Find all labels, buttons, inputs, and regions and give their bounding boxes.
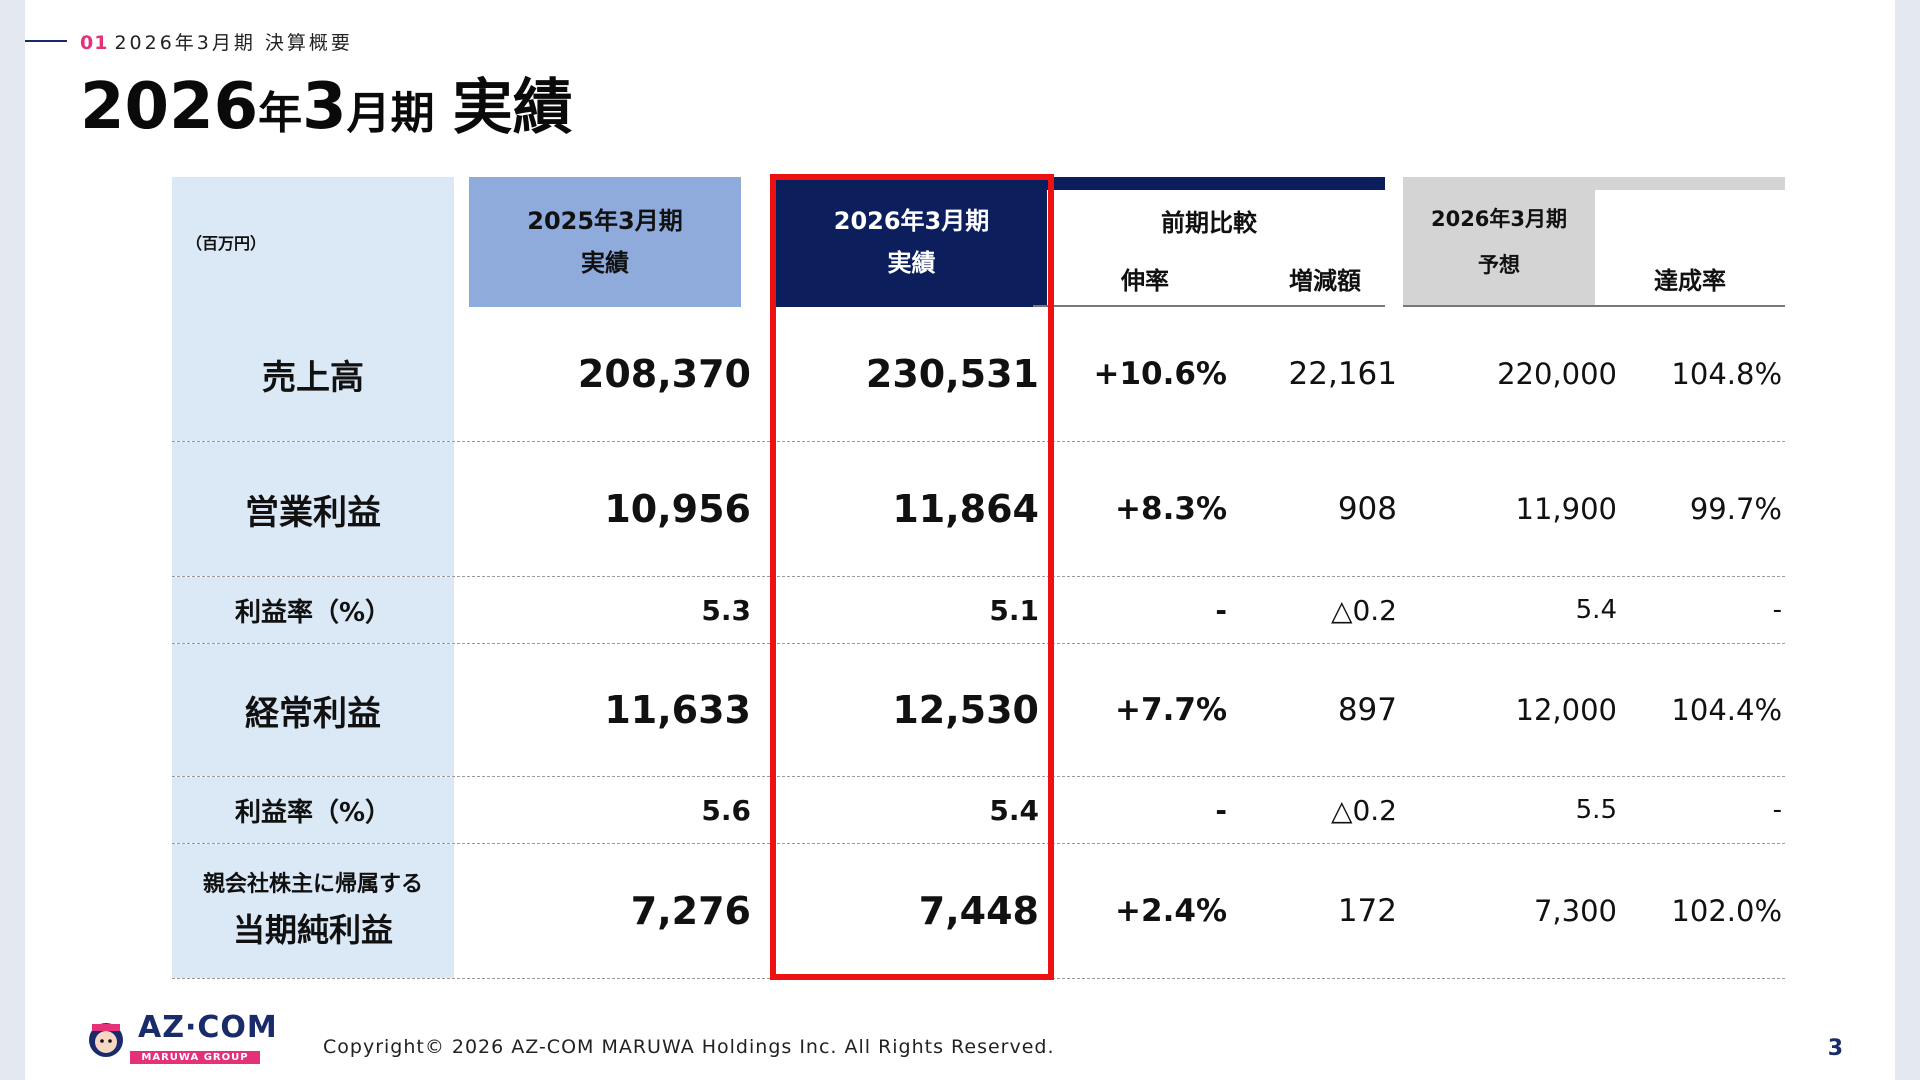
sales-curr: 230,531 (865, 352, 1039, 396)
ordinary-margin-curr: 5.4 (989, 793, 1039, 827)
slide: 01 2026年3月期 決算概要 2026年3月期 実績 （百万円） 2025年3月… (25, 0, 1895, 1080)
sales-forecast: 220,000 (1497, 357, 1617, 391)
sales-achievement: 104.8% (1671, 357, 1782, 391)
operating-margin-curr: 5.1 (989, 593, 1039, 627)
row-label-net-income: 親会社株主に帰属する 当期純利益 (172, 844, 454, 978)
net-income-curr: 7,448 (918, 889, 1039, 933)
ordinary-margin-growth: - (1215, 793, 1227, 827)
operating-margin-growth: - (1215, 593, 1227, 627)
header-prev-year: 2025年3月期 実績 (469, 177, 741, 307)
net-income-growth: +2.4% (1115, 893, 1227, 929)
operating-margin-achievement: - (1772, 595, 1782, 625)
row-divider (172, 643, 1785, 644)
sales-growth: +10.6% (1093, 356, 1227, 392)
sales-change: 22,161 (1288, 356, 1397, 392)
logo-text: AZ·COM (138, 1010, 278, 1045)
ordinary-profit-prev: 11,633 (604, 688, 751, 732)
ordinary-profit-growth: +7.7% (1115, 692, 1227, 728)
row-label-operating-profit: 営業利益 (172, 442, 454, 576)
header-bottom-line-forecast (1403, 305, 1785, 307)
ordinary-margin-achievement: - (1772, 795, 1782, 825)
ordinary-profit-curr: 12,530 (892, 688, 1039, 732)
mascot-icon (89, 1023, 260, 1064)
row-divider (172, 843, 1785, 844)
unit-label-cell: （百万円） (172, 177, 454, 307)
section-number: 01 (80, 32, 109, 54)
row-label-sales: 売上高 (172, 307, 454, 441)
net-income-prev: 7,276 (630, 889, 751, 933)
net-income-achievement: 102.0% (1671, 894, 1782, 928)
operating-profit-growth: +8.3% (1115, 491, 1227, 527)
ordinary-margin-prev: 5.6 (701, 793, 751, 827)
sales-prev: 208,370 (577, 352, 751, 396)
row-divider (172, 441, 1785, 442)
header-compare-bar (1033, 177, 1385, 190)
copyright-text: Copyright© 2026 AZ-COM MARUWA Holdings I… (323, 1036, 1055, 1058)
ordinary-margin-change: △0.2 (1330, 793, 1397, 827)
header-compare-group: 前期比較 (1161, 208, 1257, 237)
operating-margin-prev: 5.3 (701, 593, 751, 627)
row-divider (172, 576, 1785, 577)
header-change: 増減額 (1289, 266, 1361, 295)
row-divider (172, 776, 1785, 777)
operating-margin-forecast: 5.4 (1575, 595, 1617, 625)
page-title: 2026年3月期 実績 (80, 70, 573, 144)
ordinary-profit-achievement: 104.4% (1671, 693, 1782, 727)
current-year-highlight-box (770, 174, 1054, 980)
header-current-year: 2026年3月期 実績 (776, 177, 1047, 307)
company-logo: AZ·COM MARUWA GROUP (80, 1010, 280, 1070)
ordinary-margin-forecast: 5.5 (1575, 795, 1617, 825)
header-achievement: 達成率 (1654, 266, 1726, 295)
row-label-ordinary-margin: 利益率（%） (172, 777, 454, 843)
unit-label: （百万円） (186, 234, 267, 253)
operating-profit-curr: 11,864 (892, 487, 1039, 531)
header-bottom-line (1033, 305, 1385, 307)
section-divider-line (25, 40, 67, 42)
operating-profit-achievement: 99.7% (1689, 492, 1782, 526)
section-label: 01 2026年3月期 決算概要 (80, 28, 353, 55)
operating-profit-change: 908 (1337, 491, 1397, 527)
operating-margin-change: △0.2 (1330, 593, 1397, 627)
net-income-change: 172 (1337, 893, 1397, 929)
ordinary-profit-forecast: 12,000 (1515, 693, 1617, 727)
header-forecast: 2026年3月期 予想 (1403, 177, 1595, 307)
section-title: 2026年3月期 決算概要 (114, 32, 353, 54)
header-forecast-bar (1595, 177, 1785, 190)
operating-profit-prev: 10,956 (604, 487, 751, 531)
net-income-forecast: 7,300 (1533, 894, 1617, 928)
row-label-ordinary-profit: 経常利益 (172, 644, 454, 776)
ordinary-profit-change: 897 (1337, 692, 1397, 728)
page-number: 3 (1827, 1036, 1843, 1061)
operating-profit-forecast: 11,900 (1515, 492, 1617, 526)
row-label-operating-margin: 利益率（%） (172, 577, 454, 643)
logo-subtext: MARUWA GROUP (141, 1052, 249, 1063)
header-growth: 伸率 (1121, 266, 1169, 295)
